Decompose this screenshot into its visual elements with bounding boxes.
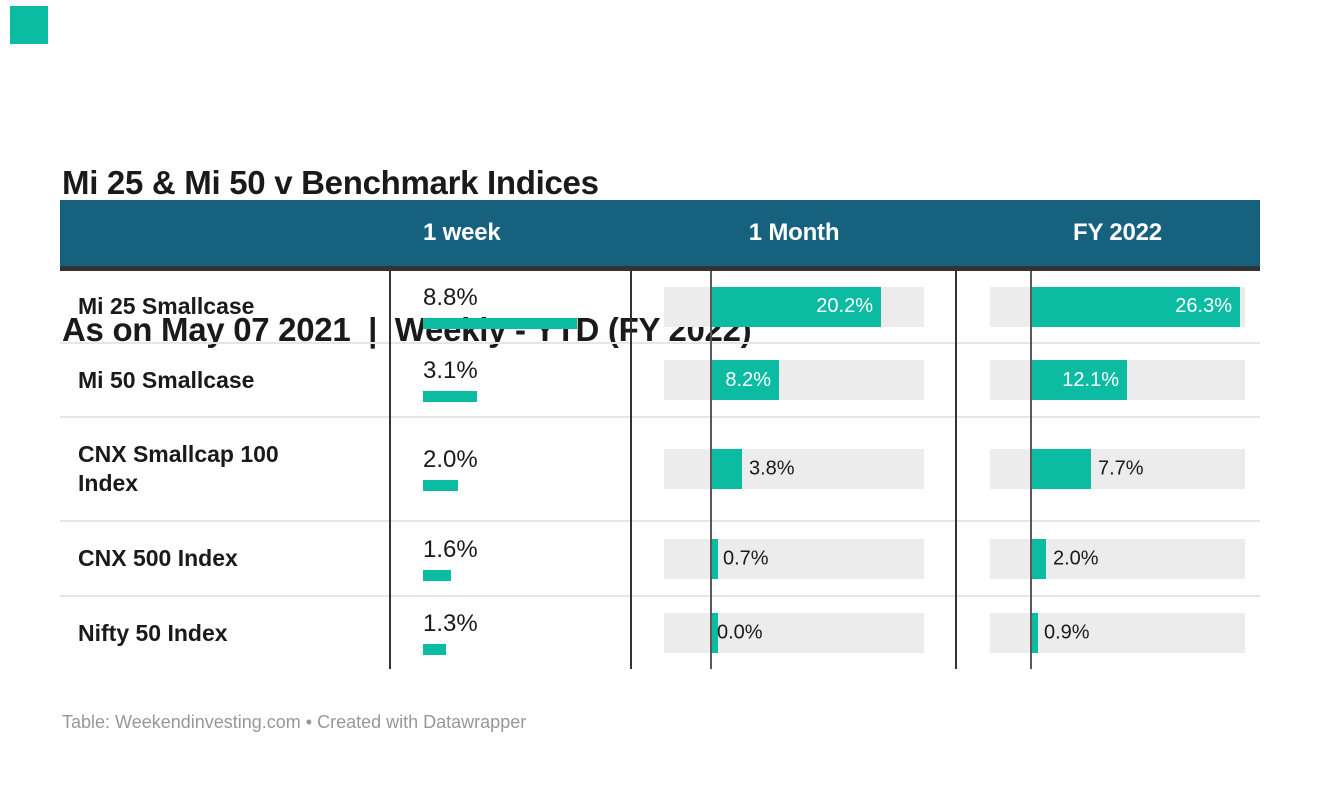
zero-axis-line (1030, 271, 1032, 669)
month-bar (710, 538, 718, 579)
month-cell: 0.7% (630, 522, 955, 595)
month-bar-track: 0.0% (664, 613, 924, 653)
zero-axis-line (710, 271, 712, 669)
title-line-1: Mi 25 & Mi 50 v Benchmark Indices (62, 164, 599, 201)
fy-bar-track: 12.1% (990, 360, 1245, 400)
column-divider (630, 271, 632, 669)
week-cell: 8.8% (389, 271, 630, 342)
fy-cell: 7.7% (955, 418, 1260, 520)
table-row: Mi 50 Smallcase 3.1% 8.2% 12.1% (60, 344, 1260, 418)
column-divider (955, 271, 957, 669)
month-bar: 8.2% (710, 360, 779, 400)
table-row: CNX 500 Index 1.6% 0.7% 2.0% (60, 522, 1260, 597)
table-header: 1 week 1 Month FY 2022 (60, 200, 1260, 271)
month-bar-track: 0.7% (664, 538, 924, 579)
month-cell: 3.8% (630, 418, 955, 520)
fy-bar: 26.3% (1030, 286, 1240, 327)
month-bar-track: 20.2% (664, 286, 924, 327)
row-label: Nifty 50 Index (78, 619, 228, 646)
table-body: Mi 25 Smallcase 8.8% 20.2% 26.3% Mi 50 S… (60, 271, 1260, 669)
week-value: 1.3% (423, 610, 478, 637)
week-value: 2.0% (423, 446, 478, 473)
bar-value-label: 12.1% (1062, 368, 1119, 391)
week-bar (423, 317, 577, 329)
week-cell: 1.6% (389, 522, 630, 595)
row-label: Mi 50 Smallcase (78, 366, 255, 393)
fy-cell: 12.1% (955, 344, 1260, 416)
attribution-footer: Table: Weekendinvesting.com • Created wi… (62, 712, 527, 732)
fy-cell: 0.9% (955, 597, 1260, 669)
table-row: CNX Smallcap 100 Index 2.0% 3.8% 7.7% (60, 418, 1260, 522)
bar-value-label: 26.3% (1175, 295, 1232, 317)
column-header-1-month: 1 Month (748, 219, 840, 246)
column-divider (389, 271, 391, 669)
data-table: 1 week 1 Month FY 2022 Mi 25 Smallcase 8… (60, 200, 1260, 669)
month-bar: 20.2% (710, 286, 881, 327)
month-cell: 8.2% (630, 344, 955, 416)
bar-value-label: 0.7% (723, 547, 769, 569)
column-header-fy-2022: FY 2022 (1073, 219, 1162, 246)
fy-bar-track: 2.0% (990, 538, 1245, 579)
table-row: Nifty 50 Index 1.3% 0.0% 0.9% (60, 597, 1260, 669)
brand-accent-square (10, 6, 48, 44)
week-bar (423, 644, 446, 655)
week-value: 1.6% (423, 535, 478, 563)
month-bar (710, 613, 718, 653)
bar-value-label: 3.8% (749, 457, 795, 480)
column-header-1-week: 1 week (423, 219, 501, 246)
week-value: 8.8% (423, 283, 478, 311)
week-bar (423, 391, 477, 402)
row-label: Mi 25 Smallcase (78, 293, 255, 319)
fy-cell: 2.0% (955, 522, 1260, 595)
bar-value-label: 7.7% (1098, 457, 1144, 480)
bar-value-label: 2.0% (1053, 547, 1099, 569)
week-bar (423, 569, 451, 581)
week-cell: 3.1% (389, 344, 630, 416)
bar-value-label: 8.2% (725, 368, 771, 391)
fy-cell: 26.3% (955, 271, 1260, 342)
month-bar-track: 8.2% (664, 360, 924, 400)
fy-bar (1030, 538, 1046, 579)
fy-bar-track: 26.3% (990, 286, 1245, 327)
month-cell: 0.0% (630, 597, 955, 669)
fy-bar-track: 7.7% (990, 449, 1245, 489)
bar-value-label: 0.0% (717, 621, 763, 644)
week-bar (423, 480, 458, 491)
month-bar-track: 3.8% (664, 449, 924, 489)
row-label: CNX 500 Index (78, 545, 238, 571)
fy-bar (1030, 613, 1038, 653)
week-value: 3.1% (423, 357, 478, 384)
row-label: CNX Smallcap 100 Index (78, 441, 279, 496)
title-line-2: As on May 07 2021 | Weekly - YTD (FY 202… (62, 311, 752, 348)
month-bar (710, 449, 742, 489)
week-cell: 2.0% (389, 418, 630, 520)
week-cell: 1.3% (389, 597, 630, 669)
bar-value-label: 20.2% (816, 295, 873, 317)
table-row: Mi 25 Smallcase 8.8% 20.2% 26.3% (60, 271, 1260, 344)
fy-bar-track: 0.9% (990, 613, 1245, 653)
bar-value-label: 0.9% (1044, 621, 1090, 644)
month-cell: 20.2% (630, 271, 955, 342)
fy-bar: 12.1% (1030, 360, 1127, 400)
fy-bar (1030, 449, 1091, 489)
page-title: Mi 25 & Mi 50 v Benchmark Indices As on … (62, 60, 752, 403)
